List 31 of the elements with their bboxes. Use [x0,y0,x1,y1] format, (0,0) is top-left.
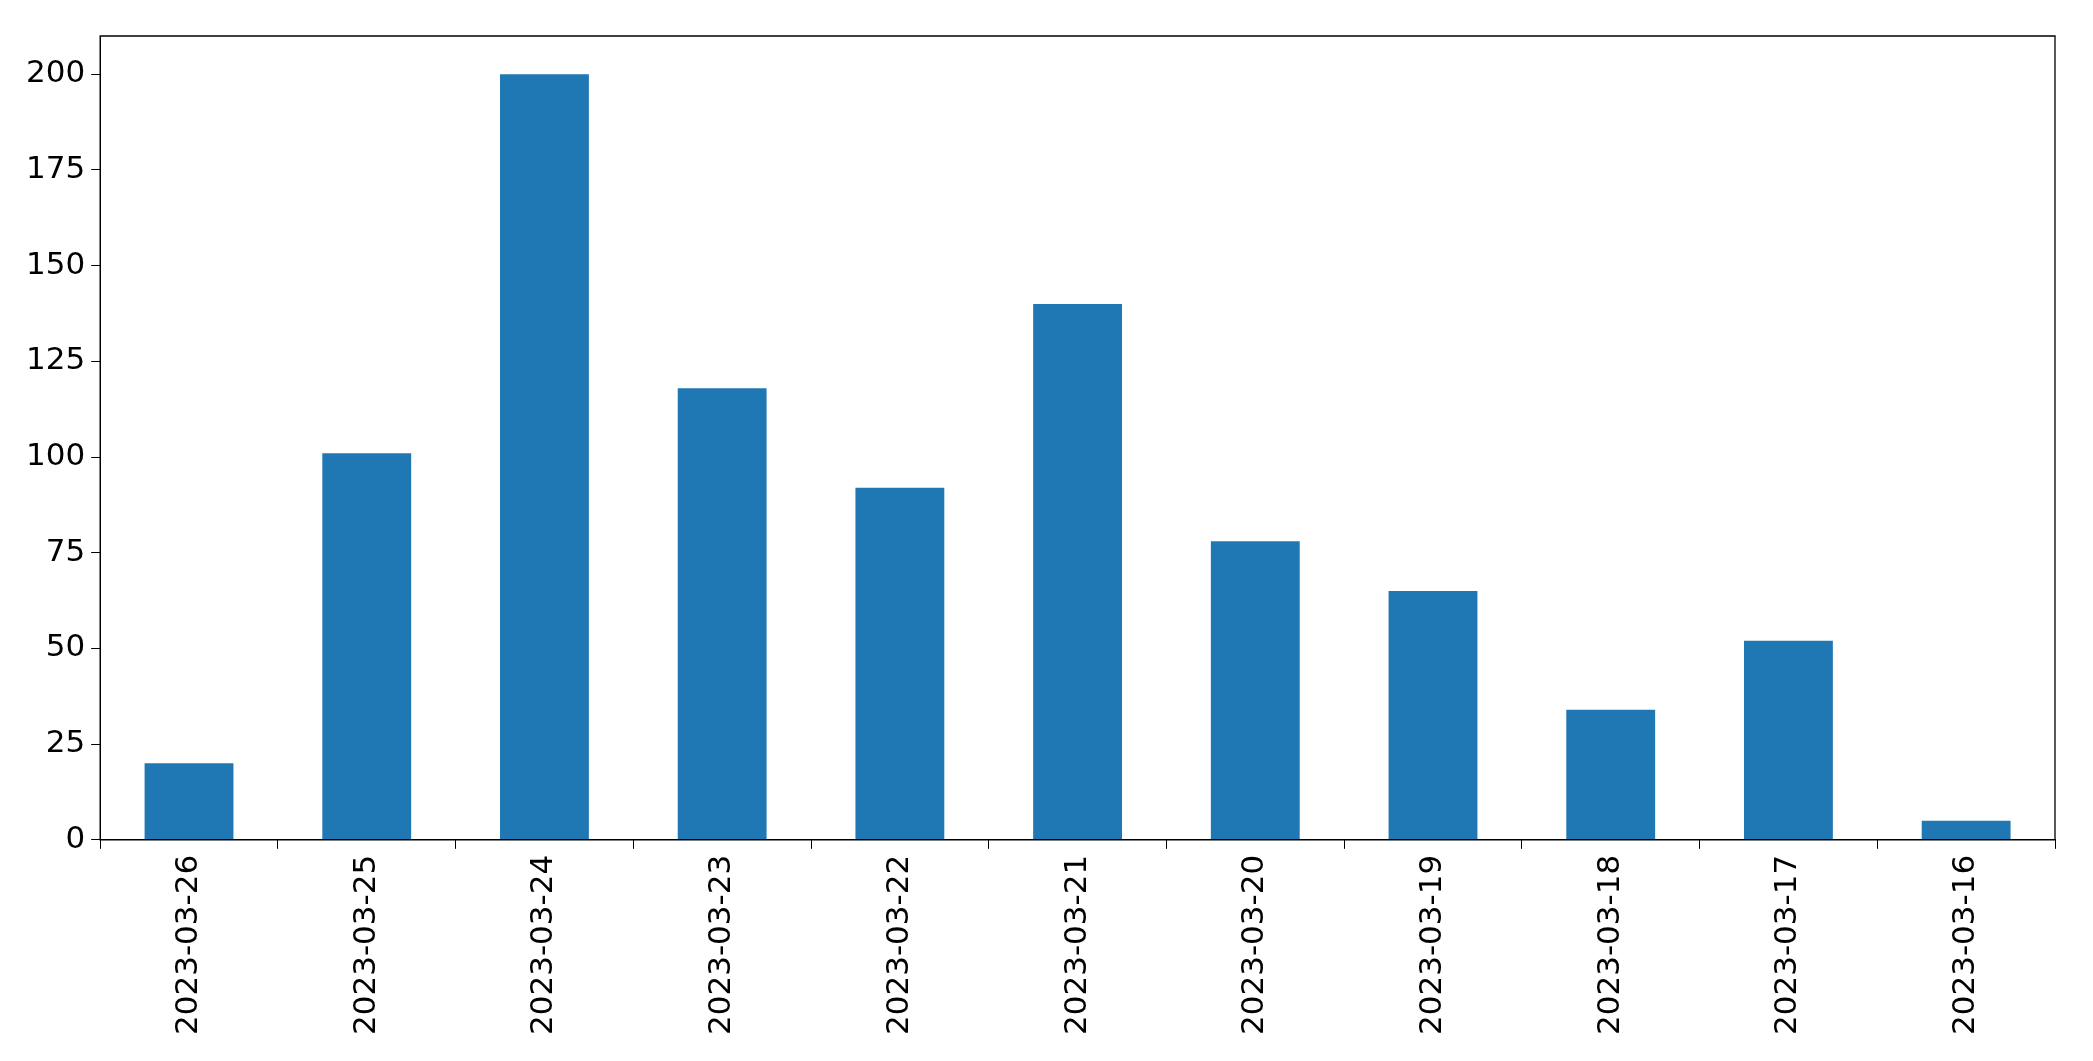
x-tick-label: 2023-03-18 [1589,854,1626,1036]
x-tick-label: 2023-03-26 [168,854,205,1036]
x-tick-label: 2023-03-16 [1945,854,1982,1036]
bar [677,388,767,840]
x-tick-label: 2023-03-25 [345,854,382,1036]
bar [1388,591,1478,840]
x-tick-label: 2023-03-24 [523,854,560,1036]
x-tick-label: 2023-03-23 [701,854,738,1036]
y-tick-label: 175 [26,149,86,186]
bar [1566,709,1656,840]
y-tick-label: 75 [45,531,86,568]
bar [1921,820,2011,840]
x-tick-label: 2023-03-19 [1412,854,1449,1036]
y-tick-label: 125 [26,340,86,377]
bar [322,453,412,840]
y-tick-label: 200 [26,53,86,90]
x-tick-label: 2023-03-20 [1234,854,1271,1036]
bar [1210,541,1300,840]
bar [144,763,234,840]
bar [500,74,589,840]
y-tick-label: 100 [26,436,86,473]
y-tick-label: 150 [26,244,86,281]
x-tick-label: 2023-03-21 [1056,854,1093,1036]
x-tick-label: 2023-03-17 [1767,854,1804,1036]
y-tick-label: 25 [45,723,86,760]
bar [1744,640,1833,840]
x-tick-label: 2023-03-22 [878,854,915,1036]
y-tick-label: 0 [65,818,86,855]
y-tick-label: 50 [45,627,86,664]
bar [855,487,945,840]
bar [1033,303,1123,840]
